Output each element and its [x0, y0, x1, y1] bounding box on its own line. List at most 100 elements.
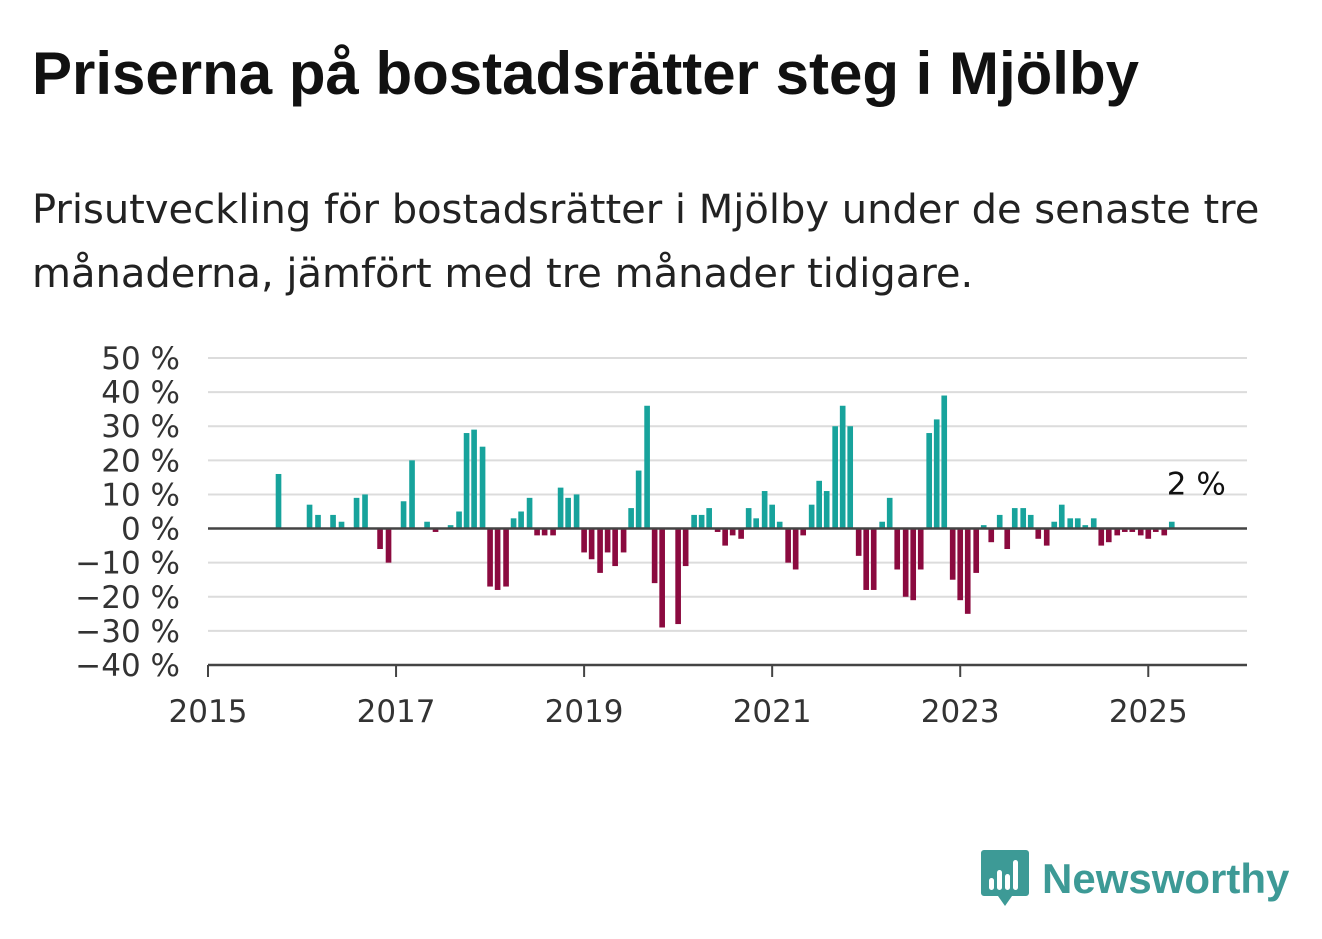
x-tick-label: 2023: [921, 694, 1000, 730]
bar: [1137, 528, 1144, 536]
bar: [902, 528, 909, 597]
bar: [565, 497, 571, 529]
bar: [776, 521, 783, 529]
bar: [980, 525, 987, 529]
bar: [479, 446, 486, 529]
bar: [1098, 528, 1105, 546]
bar: [644, 405, 650, 529]
bar: [362, 494, 368, 529]
y-tick-label: 20 %: [101, 443, 180, 479]
bar: [1004, 528, 1011, 550]
bar: [1145, 528, 1152, 539]
bar: [1152, 528, 1159, 532]
bar: [698, 514, 705, 529]
bar: [738, 528, 744, 539]
bar: [1051, 521, 1058, 529]
y-tick-label: 50 %: [101, 341, 180, 377]
bar: [628, 508, 634, 529]
bar: [1011, 508, 1018, 529]
bar: [1105, 528, 1112, 543]
bar: [808, 504, 815, 529]
bar: [315, 514, 321, 529]
bar: [722, 528, 728, 546]
bar: [792, 528, 799, 570]
bar: [1020, 508, 1027, 529]
newsworthy-logo: Newsworthy: [980, 848, 1289, 910]
bar: [635, 470, 642, 529]
bar: [1027, 514, 1034, 529]
x-tick-label: 2019: [545, 694, 624, 730]
bar: [651, 528, 658, 584]
bars: [275, 395, 1175, 628]
bar: [526, 497, 533, 529]
bar: [573, 494, 580, 529]
bar: [1043, 528, 1050, 546]
bar: [400, 501, 407, 529]
newsworthy-logo-icon: [981, 850, 1029, 906]
bar: [1114, 528, 1121, 536]
bar: [353, 497, 360, 529]
bar: [832, 426, 838, 529]
bar: [518, 511, 524, 529]
bar: [471, 429, 477, 529]
bar-chart: 50 %40 %30 %20 %10 %0 %−10 %−20 %−30 %−4…: [75, 341, 1247, 730]
bar: [863, 528, 870, 590]
bar: [557, 487, 564, 529]
bar: [769, 504, 775, 529]
bar: [988, 528, 995, 543]
bar: [330, 514, 336, 529]
bar: [1067, 518, 1074, 529]
bar: [894, 528, 901, 570]
bar: [839, 405, 846, 529]
bar: [753, 518, 759, 529]
bar: [870, 528, 877, 590]
bar: [729, 528, 736, 536]
bar: [581, 528, 587, 553]
bar: [761, 491, 768, 529]
bar: [855, 528, 862, 556]
bar: [463, 433, 470, 529]
bar: [949, 528, 956, 580]
x-tick-label: 2021: [733, 694, 812, 730]
y-tick-label: 0 %: [121, 512, 180, 548]
bar: [1090, 518, 1097, 529]
y-tick-label: 40 %: [101, 375, 180, 411]
bar: [424, 521, 430, 529]
bar: [957, 528, 964, 601]
y-tick-label: −40 %: [75, 648, 180, 684]
bar: [588, 528, 595, 560]
bar: [1082, 525, 1089, 529]
y-tick-label: 10 %: [101, 477, 180, 513]
bar: [503, 528, 509, 587]
bar: [886, 497, 893, 529]
bar: [675, 528, 681, 625]
x-tick-label: 2025: [1109, 694, 1188, 730]
grid-lines: [208, 357, 1247, 632]
bar: [541, 528, 548, 536]
bar: [510, 518, 517, 529]
bar: [1161, 528, 1168, 536]
y-tick-label: 30 %: [101, 409, 180, 445]
bar: [604, 528, 611, 553]
bar: [620, 528, 627, 553]
chart-title: Priserna på bostadsrätter steg i Mjölby: [32, 40, 1139, 107]
bar: [941, 395, 948, 529]
bar: [487, 528, 493, 587]
bar: [456, 511, 462, 529]
bar: [432, 528, 439, 532]
bar: [409, 460, 415, 529]
bar: [612, 528, 618, 567]
bar: [1168, 521, 1175, 529]
bar: [996, 514, 1003, 529]
bar: [933, 419, 940, 529]
bar: [691, 514, 697, 529]
bar: [785, 528, 791, 563]
chart-subtitle: Prisutveckling för bostadsrätter i Mjölb…: [32, 187, 1260, 297]
bar: [800, 528, 807, 536]
bar: [706, 508, 712, 529]
y-tick-label: −30 %: [75, 614, 180, 650]
bar: [745, 508, 752, 529]
bar: [338, 521, 345, 529]
x-tick-label: 2015: [169, 694, 248, 730]
brand-name: Newsworthy: [1042, 855, 1290, 902]
